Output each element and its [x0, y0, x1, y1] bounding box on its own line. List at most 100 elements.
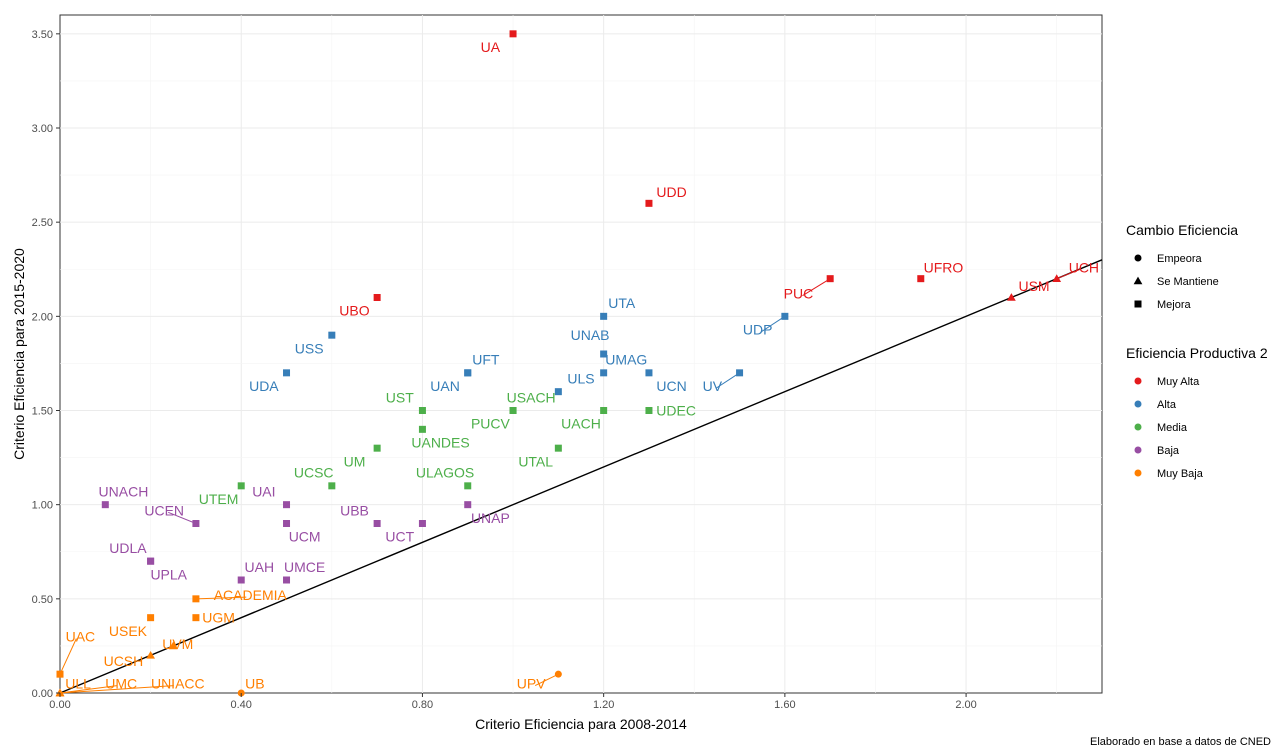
data-point — [1052, 274, 1062, 282]
data-point — [917, 275, 925, 283]
data-point — [237, 576, 245, 584]
x-tick-label: 0.00 — [49, 699, 70, 711]
data-point-label: UAH — [245, 559, 275, 575]
label-leader-line — [195, 596, 247, 600]
legend-key-color — [1134, 423, 1142, 431]
data-point-label: UTEM — [199, 491, 239, 507]
label-leader-line — [1056, 268, 1081, 280]
y-tick-label: 2.50 — [32, 217, 53, 229]
data-point-label: UDP — [743, 322, 773, 338]
data-point-label: UDA — [249, 378, 279, 394]
data-point-label: UPV — [517, 676, 546, 692]
data-point-label: UNACH — [99, 483, 149, 499]
data-point-label: UM — [344, 453, 366, 469]
data-points — [55, 30, 1062, 697]
label-leader-line — [59, 638, 77, 675]
data-point-label: UNIACC — [151, 676, 205, 692]
data-point — [168, 641, 178, 650]
data-point — [418, 520, 426, 527]
data-point-label: UBO — [339, 303, 369, 319]
grid-lines — [60, 15, 1102, 693]
data-point — [328, 482, 336, 490]
data-point-label: UGM — [202, 610, 235, 626]
legend-key-triangle — [1133, 276, 1143, 285]
legend-key-circle — [1134, 254, 1142, 262]
data-point — [283, 501, 291, 509]
data-point — [56, 670, 64, 678]
legend-key-color — [1134, 377, 1142, 385]
data-point — [101, 501, 109, 509]
y-axis-ticks: 0.00 0.50 1.00 1.50 2.00 2.50 3.00 3.50 — [32, 29, 60, 700]
data-point-label: UCN — [656, 378, 686, 394]
data-point — [600, 312, 608, 320]
x-tick-label: 2.00 — [955, 699, 976, 711]
legend-eficiencia-productiva: Eficiencia Productiva 2 Muy Alta Alta Medi… — [1126, 345, 1268, 480]
data-point — [600, 369, 608, 377]
data-point — [736, 369, 744, 377]
data-point — [554, 670, 562, 678]
data-point-label: USM — [1018, 278, 1049, 294]
data-point — [283, 576, 291, 584]
data-point-label: UAI — [252, 483, 275, 499]
legend-shape-title: Cambio Eficiencia — [1126, 222, 1238, 238]
data-point — [418, 425, 426, 433]
data-point-label: UFT — [472, 352, 500, 368]
data-point-label: USACH — [507, 389, 556, 405]
data-point-label: UMC — [105, 676, 137, 692]
data-point — [509, 30, 517, 38]
legend-item-label: Alta — [1157, 399, 1177, 411]
data-point — [192, 520, 200, 527]
x-tick-label: 0.40 — [231, 699, 252, 711]
data-point-label: UCSC — [294, 465, 334, 481]
data-point-label: UANDES — [411, 435, 469, 451]
label-leader-line — [59, 685, 174, 694]
data-point-label: UDLA — [109, 540, 147, 556]
y-axis-title: Criterio Eficiencia para 2015-2020 — [11, 248, 27, 460]
label-leader-line — [802, 278, 831, 297]
x-axis-ticks: 0.00 0.40 0.80 1.20 1.60 2.00 — [49, 693, 977, 711]
label-leaders — [59, 268, 1081, 694]
point-labels: UA UDD UFRO PUC UCH USM UBO UTA UDP USS UNAB UMAG UF… — [65, 39, 1099, 692]
y-tick-label: 3.00 — [32, 123, 53, 135]
data-point-label: UCM — [289, 529, 321, 545]
legend-item-label: Baja — [1157, 445, 1180, 457]
legend-key-color — [1134, 469, 1142, 477]
data-point — [283, 369, 291, 377]
caption: Elaborado en base a datos de CNED — [1090, 736, 1271, 748]
legend-key-square — [1134, 300, 1142, 308]
data-point-label: UV — [703, 378, 723, 394]
data-point-label: ULL — [65, 676, 91, 692]
y-tick-label: 2.00 — [32, 311, 53, 323]
data-point — [146, 650, 155, 659]
x-tick-label: 0.80 — [412, 699, 433, 711]
data-point-label: ULS — [567, 370, 594, 386]
data-point — [192, 595, 200, 603]
data-point — [418, 407, 426, 414]
legend-cambio-eficiencia: Cambio Eficiencia Empeora Se Mantiene Mejo… — [1126, 222, 1238, 311]
data-point-label: UCT — [385, 529, 414, 545]
data-point-label: UTAL — [518, 453, 553, 469]
data-point-label: UACH — [561, 416, 601, 432]
label-leader-line — [716, 372, 740, 389]
y-tick-label: 3.50 — [32, 29, 53, 41]
x-axis-title: Criterio Eficiencia para 2008-2014 — [475, 716, 687, 732]
data-point — [55, 688, 65, 697]
y-tick-label: 0.00 — [32, 688, 53, 700]
data-point — [464, 482, 472, 490]
legend-item-label: Mejora — [1157, 299, 1192, 311]
legend-item-label: Media — [1157, 422, 1188, 434]
data-point-label: UA — [481, 39, 501, 55]
data-point — [554, 444, 562, 452]
data-point-label: ULAGOS — [416, 465, 474, 481]
data-point-label: UVM — [162, 636, 193, 652]
data-point-label: UTA — [608, 295, 636, 311]
data-point — [600, 407, 608, 414]
label-leader-line — [59, 685, 118, 694]
data-point — [373, 520, 381, 527]
legend-item-label: Muy Alta — [1157, 376, 1200, 388]
data-point-label: UBB — [340, 502, 369, 518]
x-tick-label: 1.60 — [774, 699, 795, 711]
data-point-label: UAC — [66, 629, 96, 645]
label-leader-line — [534, 673, 559, 687]
